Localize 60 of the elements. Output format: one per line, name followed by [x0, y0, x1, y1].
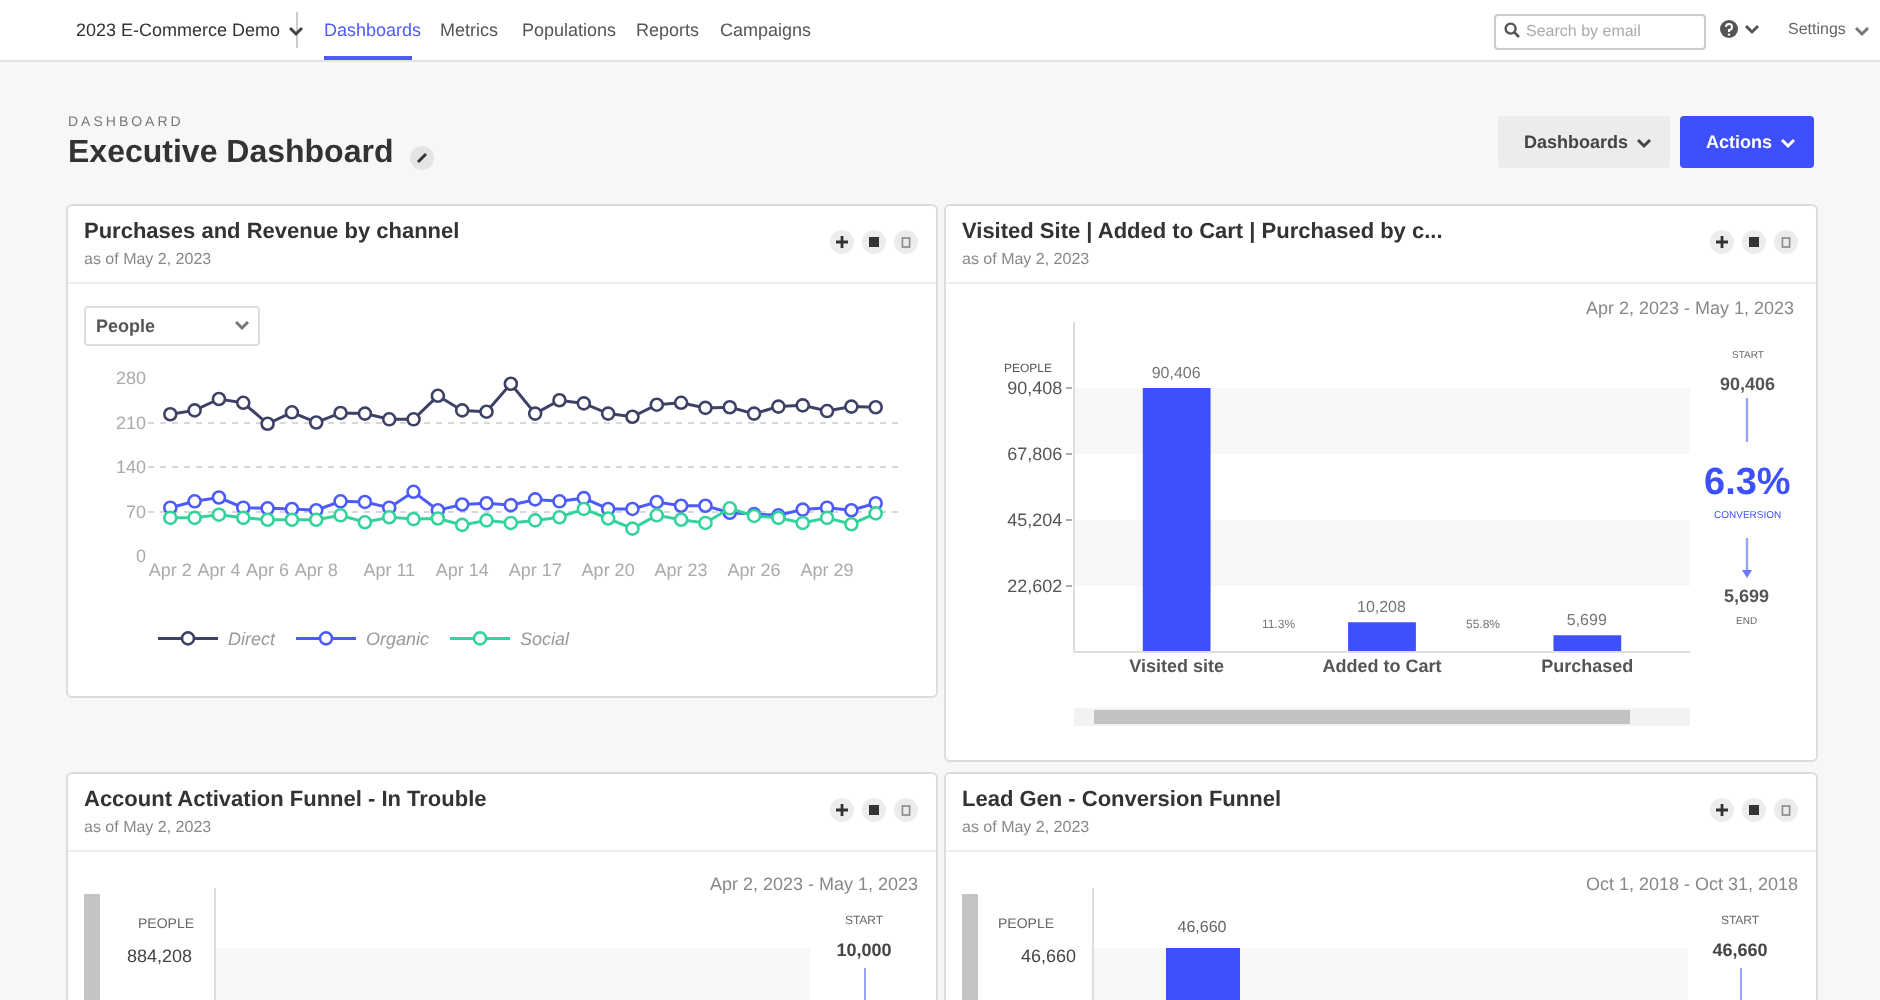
x-tick-label: Apr 11 — [363, 560, 416, 580]
y-tick-label: 22,602 — [1007, 576, 1063, 597]
y-tick-label: 70 — [125, 501, 146, 522]
text: Account Activation Funnel - In Trouble — [84, 788, 487, 812]
x-tick-label: Apr 4 — [197, 560, 241, 580]
text: Apr 2, 2023 - May 1, 2023 — [1586, 298, 1795, 318]
text: Apr 2, 2023 - May 1, 2023 — [709, 874, 918, 894]
text: 5,699 — [1724, 586, 1770, 606]
text: 46,660 — [1020, 946, 1076, 966]
text: 90,406 — [1720, 374, 1776, 394]
y-tick-label: 0 — [135, 546, 146, 567]
x-tick-label: Apr 23 — [654, 560, 708, 580]
x-tick-label: Added to Cart — [1322, 656, 1442, 676]
data-label: 5,699 — [1566, 611, 1608, 630]
text: 2023 E-Commerce Demo — [76, 20, 281, 40]
text: Reports — [636, 20, 700, 40]
x-tick-label: Visited site — [1129, 656, 1225, 676]
x-tick-label: Apr 29 — [800, 560, 854, 580]
x-tick-label: Apr 2 — [148, 560, 192, 580]
text: 46,660 — [1177, 918, 1227, 936]
y-tick-label: 90,408 — [1007, 378, 1063, 399]
legend-label: Organic — [366, 629, 431, 650]
x-tick-label: Apr 14 — [435, 560, 489, 580]
text: Campaigns — [720, 20, 812, 40]
y-tick-label: 280 — [115, 368, 146, 389]
text: Executive Dashboard — [68, 136, 394, 172]
y-tick-label: 45,204 — [1007, 510, 1063, 531]
x-tick-label: Apr 6 — [246, 560, 290, 580]
text: Dashboards — [324, 20, 422, 40]
legend-label: Social — [520, 629, 572, 650]
chart-title: Purchases and Revenue by channel — [84, 220, 460, 244]
x-tick-label: Apr 26 — [727, 560, 781, 580]
chart-subtitle: as of May 2, 2023 — [84, 250, 212, 268]
text: Populations — [522, 20, 617, 40]
legend-label: Direct — [228, 629, 276, 650]
x-tick-label: Purchased — [1541, 656, 1634, 676]
x-tick-label: Apr 8 — [294, 560, 338, 580]
y-tick-label: 210 — [115, 412, 146, 433]
chart-subtitle: as of May 2, 2023 — [962, 250, 1090, 268]
text: 6.3% — [1704, 462, 1791, 504]
text: Dashboards — [1524, 132, 1629, 152]
text: 884,208 — [126, 946, 192, 966]
x-tick-label: Apr 20 — [581, 560, 635, 580]
data-label: 90,406 — [1151, 364, 1202, 382]
text: 46,660 — [1712, 940, 1768, 960]
text: People — [96, 316, 156, 336]
text: Actions — [1706, 132, 1773, 152]
y-tick-label: 140 — [115, 457, 146, 478]
x-tick-label: Apr 17 — [508, 560, 562, 580]
text: 10,000 — [836, 940, 892, 960]
chart-title: Visited Site | Added to Cart | Purchased by c... — [962, 220, 1443, 244]
text: as of May 2, 2023 — [84, 818, 212, 836]
data-label: 10,208 — [1356, 598, 1408, 617]
text: Search by email — [1526, 22, 1641, 40]
text: Metrics — [440, 20, 498, 40]
text: Settings — [1788, 20, 1846, 38]
text: as of May 2, 2023 — [962, 818, 1090, 836]
text: Oct 1, 2018 - Oct 31, 2018 — [1585, 874, 1798, 894]
text: Lead Gen - Conversion Funnel — [962, 788, 1282, 812]
y-tick-label: 67,806 — [1007, 444, 1063, 465]
